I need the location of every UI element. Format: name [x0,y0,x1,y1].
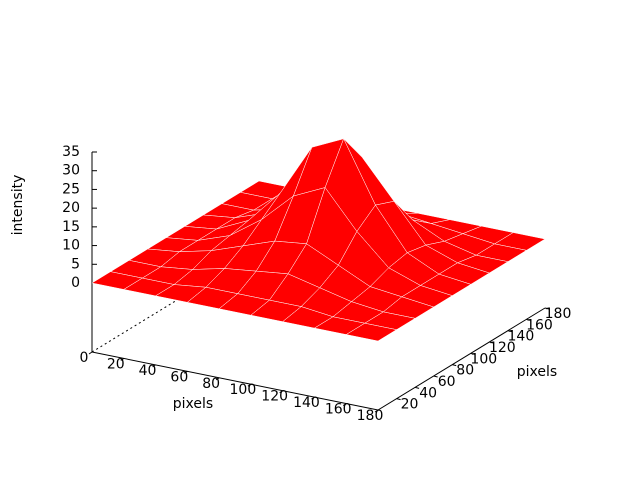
x-tick [279,390,283,394]
y-tick-label: 140 [508,329,535,345]
x-tick [88,351,93,355]
x-tick-label: 60 [170,369,188,385]
x-tick [120,358,125,361]
x-axis-label: pixels [173,396,213,412]
z-tick-label: 25 [62,181,80,197]
x-tick-label: 140 [293,395,320,411]
y-tick [526,318,531,321]
y-tick-label: 180 [545,306,572,322]
z-tick-label: 35 [62,144,80,160]
y-tick-label: 80 [456,363,474,379]
z-tick-label: 0 [71,275,80,291]
z-axis-label: intensity [10,175,26,236]
z-tick-label: 20 [62,200,80,216]
surface-cell [345,322,398,342]
x-tick-label: 80 [202,376,220,392]
x-tick-label: 180 [357,408,384,424]
y-tick-label: 120 [489,340,516,356]
x-tick-label: 100 [230,382,257,398]
y-tick [396,398,401,401]
x-tick-label: 160 [325,402,352,418]
z-tick-label: 15 [62,219,80,235]
y-tick-label: 20 [401,397,419,413]
y-tick [544,307,550,310]
x-tick [342,403,347,406]
x-tick [374,409,379,413]
y-tick-label: 60 [438,374,456,390]
z-tick-label: 30 [62,163,80,179]
y-tick-label: 100 [470,351,497,367]
x-tick [247,383,252,387]
y-tick [433,375,438,378]
y-tick-label: 160 [526,317,553,333]
y-tick [507,330,513,333]
x-tick [311,396,315,400]
y-axis-label: pixels [517,364,557,380]
y-tick [414,386,420,389]
z-tick-label: 10 [62,238,80,254]
y-axis [377,307,546,411]
x-tick [215,377,220,381]
x-tick-label: 120 [261,389,288,405]
x-tick [152,364,156,368]
x-tick-label: 20 [107,356,125,372]
x-tick [184,370,188,374]
y-tick [489,341,494,344]
x-tick-label: 40 [139,363,157,379]
y-tick-label: 40 [419,385,437,401]
y-tick [470,352,475,355]
x-tick-label: 0 [80,350,89,366]
y-tick [452,364,457,367]
z-tick-label: 5 [71,256,80,272]
x-axis [91,351,379,411]
